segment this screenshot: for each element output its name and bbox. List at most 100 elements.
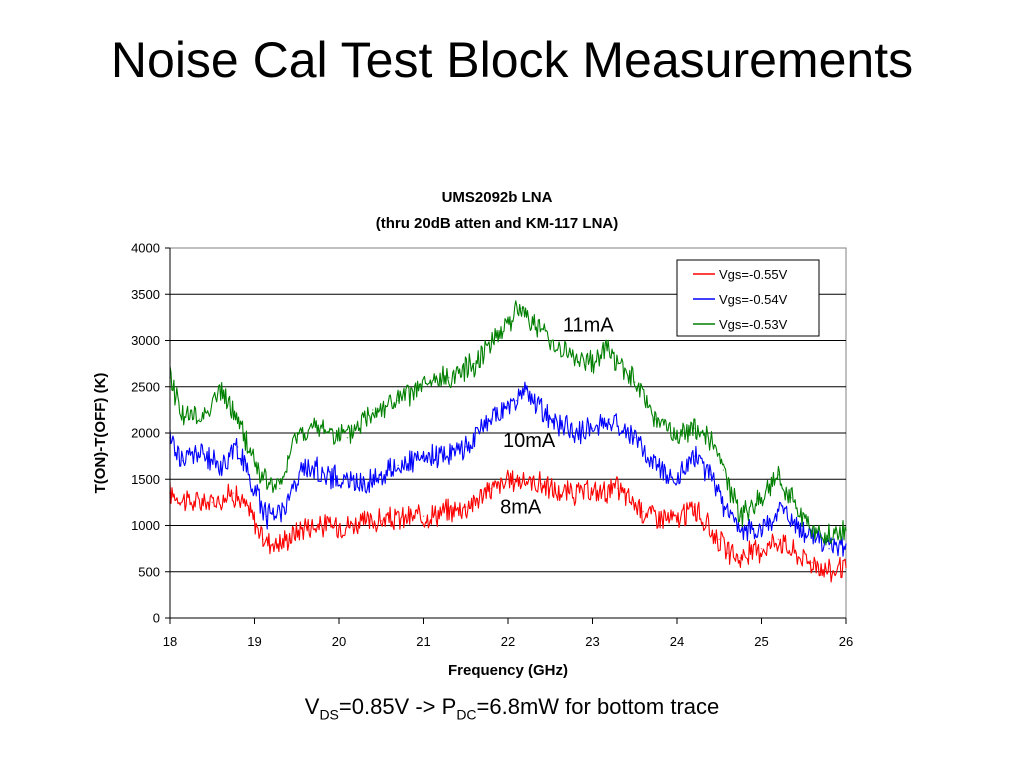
data-point (722, 469, 725, 471)
data-point (519, 307, 522, 309)
data-point (524, 390, 526, 393)
data-point (490, 418, 492, 420)
data-point (739, 557, 742, 559)
caption: VDS=0.85V -> PDC=6.8mW for bottom trace (0, 694, 1024, 722)
data-point (591, 427, 594, 430)
data-point (295, 432, 298, 434)
y-tick-label: 4000 (131, 241, 160, 256)
data-point (604, 344, 606, 346)
data-point (777, 538, 780, 541)
data-point (181, 413, 184, 416)
data-point (807, 524, 809, 527)
data-point (798, 529, 801, 531)
x-tick-label: 25 (754, 634, 768, 649)
data-point (422, 385, 425, 388)
data-point (642, 510, 644, 513)
x-tick-label: 21 (416, 634, 430, 649)
data-point (617, 362, 619, 365)
data-point (705, 524, 708, 527)
x-tick-label: 20 (332, 634, 346, 649)
data-point (794, 552, 797, 555)
x-tick-label: 19 (247, 634, 261, 649)
data-point (591, 492, 594, 494)
data-point (760, 529, 763, 531)
data-point (693, 506, 695, 508)
data-point (760, 547, 763, 550)
data-point (608, 418, 611, 420)
legend-entry: Vgs=-0.54V (719, 292, 788, 307)
data-point (490, 339, 492, 342)
data-point (279, 543, 281, 545)
data-point (262, 478, 264, 481)
caption-tail: =6.8mW for bottom trace (476, 694, 720, 719)
data-point (515, 478, 518, 481)
data-point (304, 524, 307, 527)
data-point (346, 436, 349, 439)
data-point (760, 496, 763, 499)
caption-v: V (304, 694, 320, 719)
data-point (676, 478, 678, 481)
data-point (676, 520, 678, 522)
y-tick-label: 500 (138, 564, 160, 579)
data-point (693, 455, 695, 457)
legend-entry: Vgs=-0.55V (719, 267, 788, 282)
series-line-2 (169, 381, 847, 557)
data-point (549, 339, 552, 342)
data-point (574, 432, 577, 434)
data-point (828, 547, 830, 550)
y-tick-label: 2500 (131, 379, 160, 394)
y-axis-label: T(ON)-T(OFF) (K) (92, 373, 109, 494)
data-point (397, 399, 399, 402)
data-point (422, 459, 425, 462)
x-tick-label: 18 (163, 634, 177, 649)
data-point (338, 478, 340, 481)
chart-subtitle: (thru 20dB atten and KM-117 LNA) (376, 215, 619, 232)
data-point (473, 362, 476, 365)
data-point (372, 409, 374, 411)
data-point (790, 496, 792, 499)
data-point (249, 450, 252, 453)
annotation-label: 11mA (563, 314, 614, 336)
data-point (219, 390, 222, 393)
x-tick-label: 24 (670, 634, 684, 649)
data-point (655, 418, 657, 420)
data-point (507, 321, 509, 323)
data-point (181, 459, 184, 462)
data-point (190, 501, 192, 504)
data-point (262, 538, 264, 541)
data-point (739, 529, 742, 531)
y-tick-label: 0 (153, 611, 160, 626)
annotation-label: 8mA (500, 496, 542, 518)
y-tick-label: 3500 (131, 287, 160, 302)
data-point (781, 506, 784, 508)
y-tick-label: 2000 (131, 426, 160, 441)
data-point (845, 543, 847, 545)
data-point (194, 450, 197, 453)
data-point (650, 459, 653, 462)
series-line-1 (169, 469, 847, 583)
caption-mid: =0.85V -> P (338, 694, 457, 719)
data-point (464, 506, 467, 508)
data-point (739, 515, 742, 518)
data-point (633, 436, 636, 439)
slide-title: Noise Cal Test Block Measurements (110, 32, 914, 88)
data-point (828, 570, 830, 573)
data-point (338, 524, 340, 527)
x-axis-label: Frequency (GHz) (448, 662, 568, 679)
x-tick-label: 23 (585, 634, 599, 649)
data-point (236, 446, 239, 448)
annotation-label: 10mA (503, 430, 556, 452)
y-tick-label: 1500 (131, 472, 160, 487)
data-point (266, 515, 268, 518)
y-tick-label: 1000 (131, 518, 160, 533)
data-point (845, 566, 847, 568)
caption-p-sub: DC (456, 706, 477, 723)
data-point (676, 436, 678, 439)
data-point (617, 487, 619, 490)
data-point (811, 561, 813, 564)
data-point (705, 432, 708, 434)
series-line-3 (169, 300, 847, 546)
data-point (515, 399, 518, 402)
data-point (532, 321, 535, 323)
